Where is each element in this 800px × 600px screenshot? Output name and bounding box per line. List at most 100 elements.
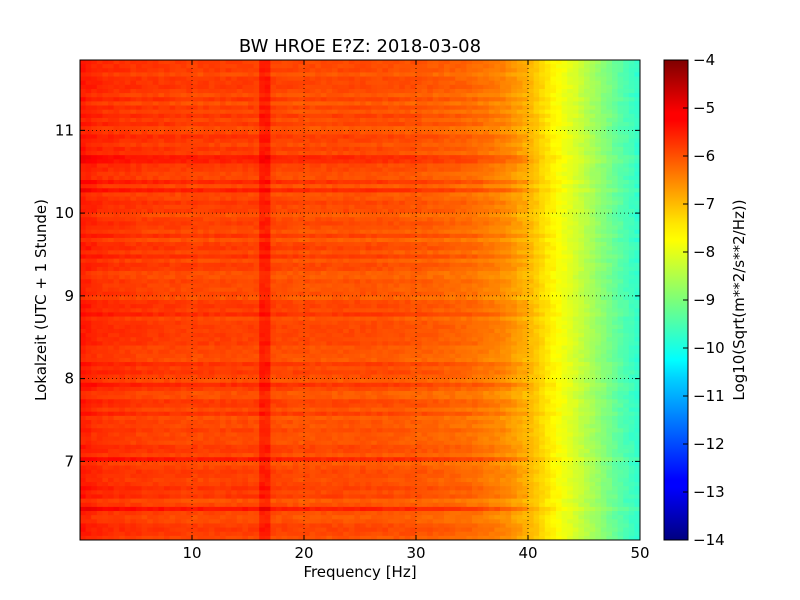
heatmap-cell — [348, 246, 355, 251]
heatmap-cell — [91, 233, 98, 239]
heatmap-cell — [276, 155, 283, 160]
heatmap-cell — [130, 196, 137, 202]
heatmap-cell — [505, 250, 512, 256]
heatmap-cell — [119, 171, 126, 177]
heatmap-cell — [365, 250, 372, 256]
heatmap-cell — [399, 254, 406, 260]
heatmap-cell — [270, 221, 277, 227]
heatmap-cell — [578, 204, 585, 210]
heatmap-cell — [505, 225, 512, 231]
heatmap-cell — [393, 93, 400, 98]
heatmap-cell — [556, 180, 563, 185]
heatmap-cell — [505, 64, 512, 69]
heatmap-cell — [108, 184, 115, 189]
heatmap-cell — [197, 221, 204, 227]
heatmap-cell — [220, 146, 227, 152]
heatmap-cell — [544, 117, 551, 123]
heatmap-cell — [567, 258, 574, 264]
heatmap-cell — [332, 109, 339, 115]
heatmap-cell — [634, 246, 640, 251]
heatmap-cell — [236, 84, 243, 90]
heatmap-cell — [511, 101, 518, 107]
heatmap-cell — [236, 184, 243, 189]
heatmap-cell — [589, 246, 596, 251]
heatmap-cell — [141, 175, 148, 181]
heatmap-cell — [561, 113, 568, 119]
heatmap-cell — [488, 84, 495, 90]
heatmap-cell — [248, 159, 255, 165]
heatmap-cell — [544, 246, 551, 251]
heatmap-cell — [617, 184, 624, 189]
heatmap-cell — [505, 101, 512, 107]
heatmap-cell — [169, 233, 176, 239]
heatmap-cell — [85, 167, 92, 173]
heatmap-cell — [320, 142, 327, 148]
heatmap-cell — [572, 93, 579, 98]
heatmap-cell — [309, 60, 316, 65]
heatmap-cell — [516, 138, 523, 144]
heatmap-cell — [483, 80, 490, 86]
heatmap-cell — [91, 130, 98, 136]
heatmap-cell — [220, 188, 227, 194]
heatmap-cell — [164, 142, 171, 148]
heatmap-cell — [354, 200, 361, 206]
heatmap-cell — [477, 258, 484, 264]
heatmap-cell — [91, 242, 98, 247]
heatmap-cell — [343, 175, 350, 181]
heatmap-cell — [522, 163, 529, 169]
heatmap-cell — [152, 217, 159, 222]
heatmap-cell — [197, 258, 204, 264]
heatmap-cell — [96, 122, 103, 127]
heatmap-cell — [292, 80, 299, 86]
heatmap-cell — [343, 68, 350, 74]
heatmap-cell — [410, 134, 417, 140]
heatmap-cell — [208, 76, 215, 82]
heatmap-cell — [612, 233, 619, 239]
heatmap-cell — [488, 262, 495, 268]
heatmap-cell — [550, 163, 557, 169]
heatmap-cell — [264, 113, 271, 119]
heatmap-cell — [404, 113, 411, 119]
heatmap-cell — [85, 88, 92, 94]
heatmap-cell — [449, 97, 456, 102]
heatmap-cell — [432, 196, 439, 202]
heatmap-cell — [522, 254, 529, 260]
heatmap-cell — [102, 163, 109, 169]
heatmap-cell — [169, 167, 176, 173]
heatmap-cell — [528, 60, 535, 65]
heatmap-cell — [298, 175, 305, 181]
heatmap-cell — [225, 188, 232, 194]
heatmap-cell — [203, 72, 210, 78]
heatmap-cell — [186, 217, 193, 222]
heatmap-cell — [399, 192, 406, 198]
heatmap-cell — [589, 184, 596, 189]
heatmap-cell — [427, 188, 434, 194]
heatmap-cell — [578, 64, 585, 69]
heatmap-cell — [488, 151, 495, 156]
heatmap-cell — [220, 250, 227, 256]
heatmap-cell — [152, 76, 159, 82]
heatmap-cell — [141, 76, 148, 82]
heatmap-cell — [158, 64, 165, 69]
heatmap-cell — [80, 250, 87, 256]
heatmap-cell — [427, 184, 434, 189]
heatmap-cell — [455, 60, 462, 65]
heatmap-cell — [399, 221, 406, 227]
heatmap-cell — [522, 246, 529, 251]
heatmap-cell — [242, 242, 249, 247]
heatmap-cell — [141, 155, 148, 160]
heatmap-cell — [309, 217, 316, 222]
heatmap-cell — [533, 105, 540, 111]
heatmap-cell — [158, 262, 165, 268]
heatmap-cell — [197, 229, 204, 235]
heatmap-cell — [460, 175, 467, 181]
heatmap-cell — [432, 84, 439, 90]
heatmap-cell — [309, 146, 316, 152]
heatmap-cell — [544, 184, 551, 189]
heatmap-cell — [410, 93, 417, 98]
heatmap-cell — [259, 200, 266, 206]
heatmap-cell — [494, 229, 501, 235]
heatmap-cell — [158, 221, 165, 227]
heatmap-cell — [96, 229, 103, 235]
heatmap-cell — [158, 84, 165, 90]
